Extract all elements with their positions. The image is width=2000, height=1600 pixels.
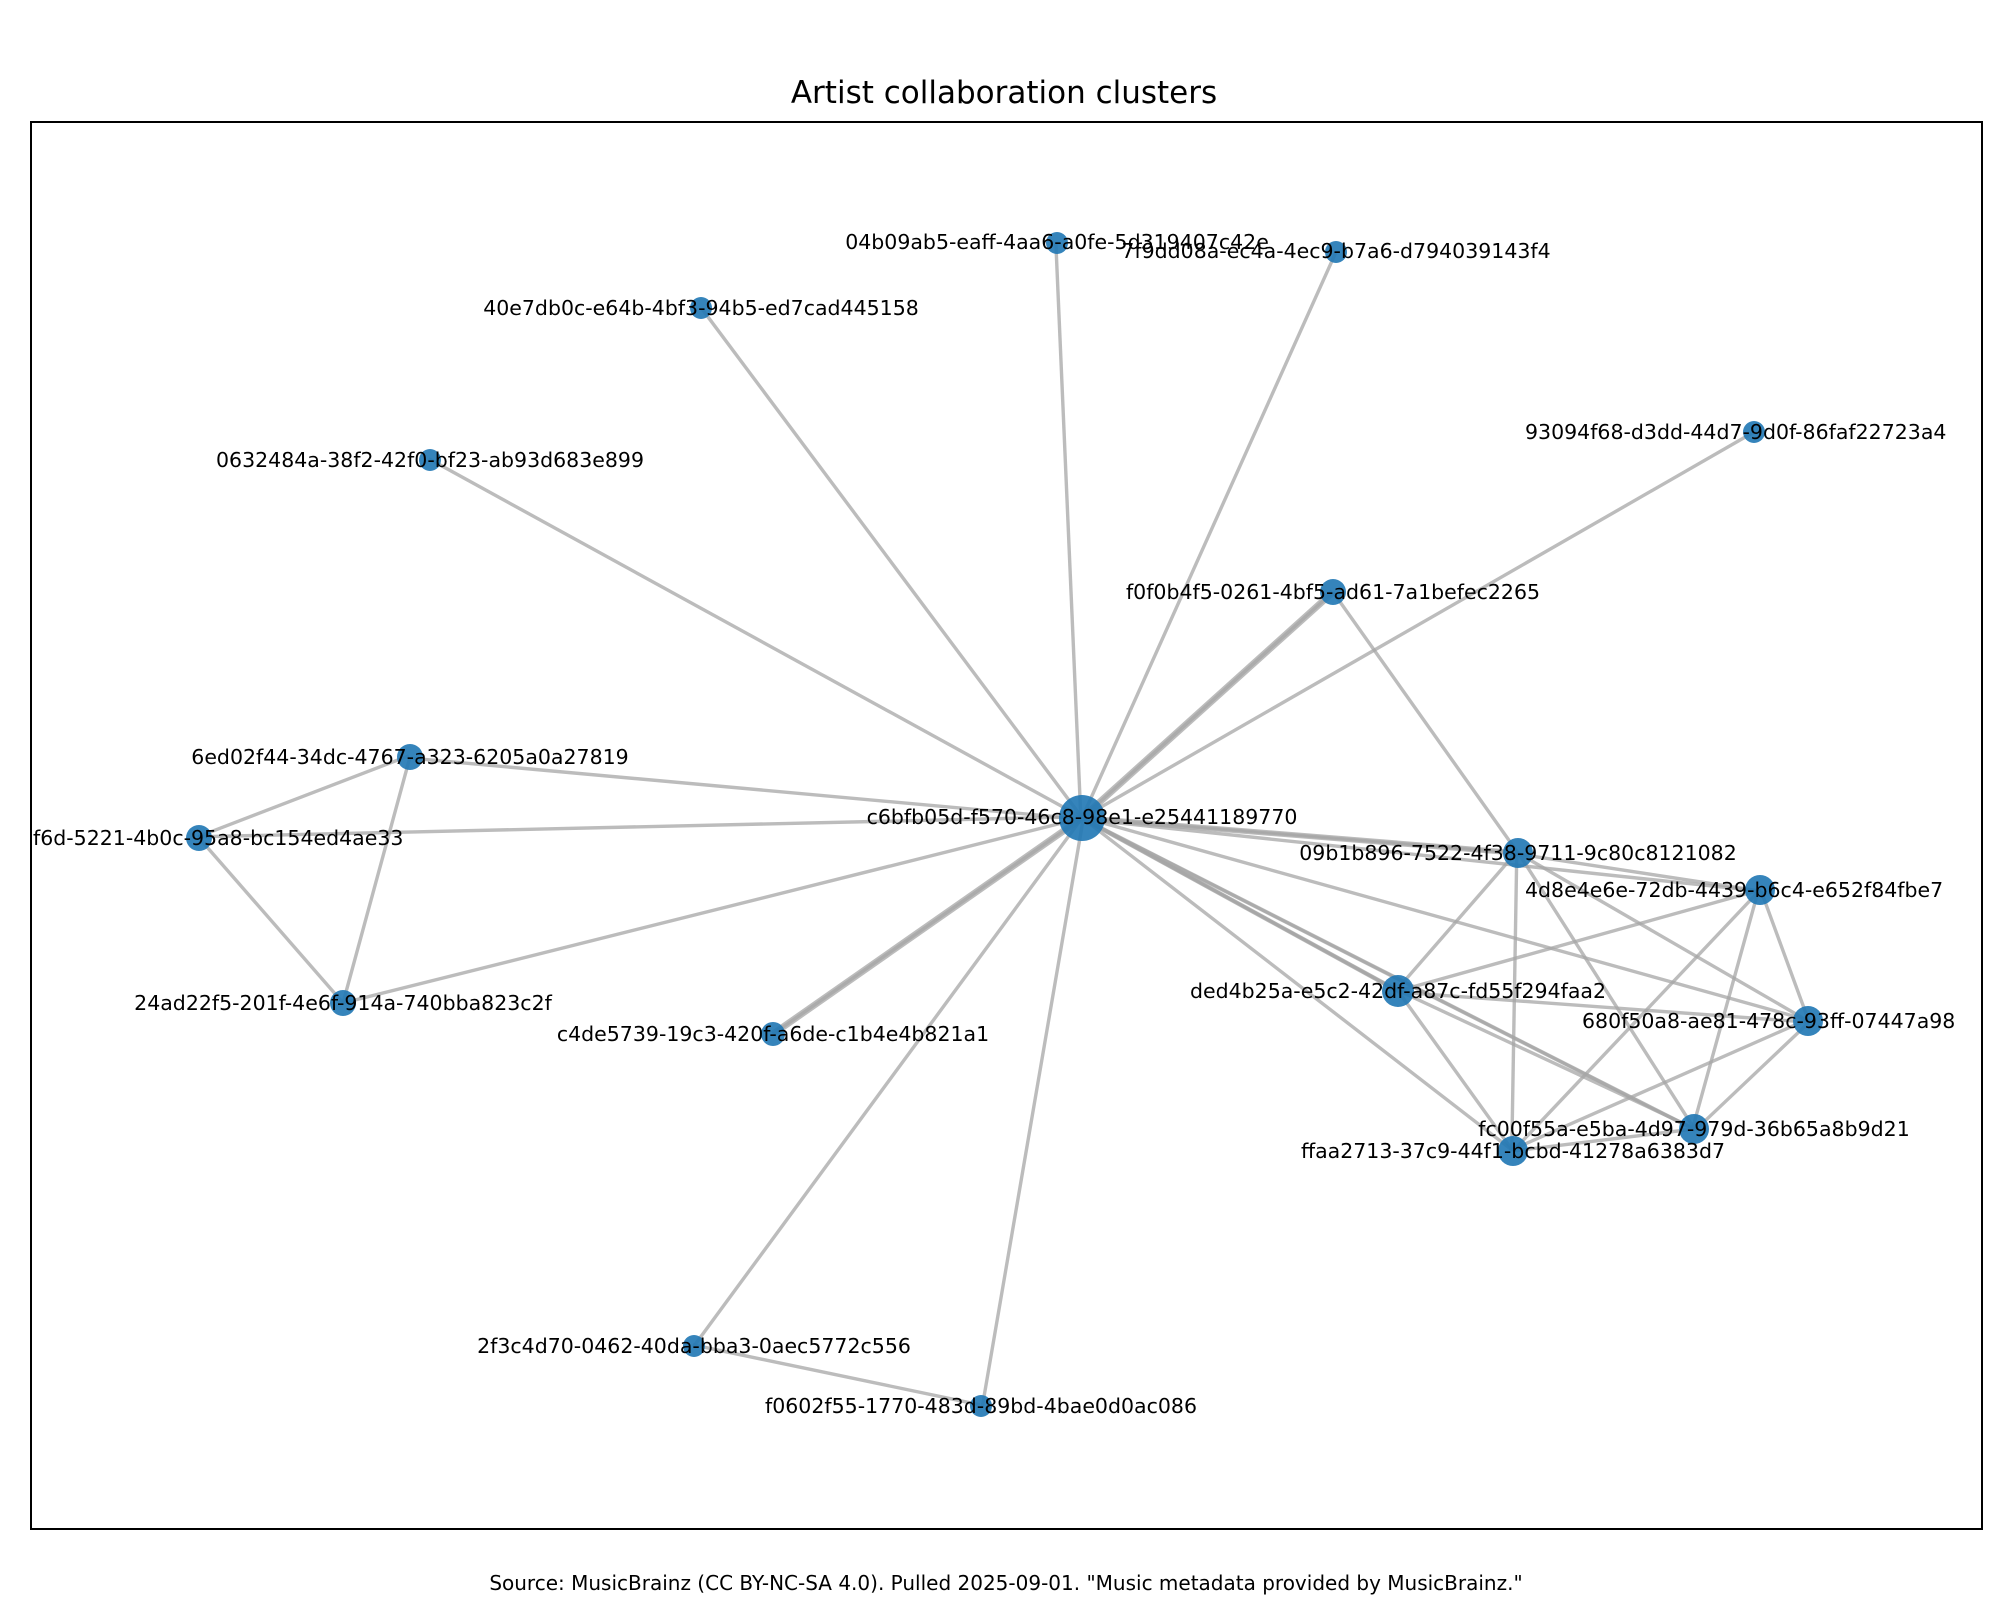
graph-node [419,449,441,471]
graph-edge [1517,853,1697,1132]
graph-edge [1694,1020,1811,1132]
node-label: c6bfb05d-f570-46c8-98e1-e25441189770 [867,805,1298,829]
graph-edge [197,754,410,839]
edge-layer [197,241,1811,1408]
graph-edge [1081,816,1519,855]
node-label: f0602f55-1770-483d-89bd-4bae0d0ac086 [765,1394,1197,1418]
graph-edge [1080,251,1338,819]
graph-node [1503,838,1533,868]
graph-edge [197,815,1081,839]
node-label: ffaa2713-37c9-44f1-bcbd-41278a6383d7 [1301,1139,1725,1163]
label-layer: c6bfb05d-f570-46c8-98e1-e25441189770 04b0… [33,230,1955,1418]
graph-edge [1082,817,1401,994]
node-label: ded4b25a-e5c2-42df-a87c-fd55f294faa2 [1190,979,1606,1003]
graph-edge [411,756,1084,821]
node-label: 40e7db0c-e64b-4bf3-94b5-ed7cad445158 [483,296,919,320]
graph-edge [1395,850,1519,991]
graph-edge [1691,888,1761,1129]
graph-edge [1396,990,1515,1152]
node-label: c4de5739-19c3-420f-a6de-c1b4e4b821a1 [557,1022,989,1046]
graph-node [761,1022,785,1046]
graph-edge [1082,817,1696,1132]
graph-edge [1080,815,1808,1022]
graph-node [970,1395,992,1417]
graph-node [1679,1114,1709,1144]
node-label: 0632484a-38f2-42f0-bf23-ab93d683e899 [216,448,644,472]
graph-edge [1083,817,1762,893]
graph-edge [700,308,1085,821]
graph-edge [692,816,1084,1348]
graph-edge [1397,888,1761,993]
node-label: 7f9dd08a-ec4a-4ec9-b7a6-d794039143f4 [1121,239,1550,263]
graph-node [186,825,212,851]
node-label: 09b1b896-7522-4f38-9711-9c80c8121082 [1299,841,1737,865]
graph-edge [342,816,1083,1005]
graph-edge [1517,851,1809,1023]
node-label: 6ed02f44-34dc-4767-a323-6205a0a27819 [191,745,628,769]
graph-edge [692,1343,981,1407]
graph-edge [1512,1127,1695,1153]
graph-node [397,744,423,770]
graph-edge [1054,241,1083,817]
graph-node [330,990,356,1016]
graph-edge [1511,888,1762,1153]
graph-node [690,297,712,319]
node-label: 04b09ab5-eaff-4aa6-a0fe-5d319407c42e [845,230,1269,254]
graph-node [1745,875,1775,905]
node-label: 680f50a8-ae81-478c-93ff-07447a98 [1582,1009,1955,1033]
graph-edge [1331,591,1520,854]
node-label: 4d8e4e6e-72db-4439-b6c4-e652f84fbe7 [1525,878,1943,902]
node-label: 93094f68-d3dd-44d7-9d0f-86faf22723a4 [1525,420,1946,444]
graph-edge [341,756,412,1004]
graph-edge [1759,890,1811,1023]
graph-node [1498,1136,1528,1166]
node-label: fc00f55a-e5ba-4d97-979d-36b65a8b9d21 [1478,1117,1909,1141]
graph-node [683,1335,705,1357]
graph-edge [980,818,1085,1408]
graph-edge [1080,590,1335,820]
graph-edge [1399,990,1810,1024]
graph-node [1325,241,1347,263]
graph-node [1046,232,1068,254]
node-layer [186,232,1823,1417]
graph-edge [772,816,1083,1036]
graph-edge [1079,815,1513,1152]
source-caption: Source: MusicBrainz (CC BY-NC-SA 4.0). P… [489,1571,1522,1595]
node-label: f6d-5221-4b0c-95a8-bc154ed4ae33 [33,826,403,850]
graph-edge [1081,430,1755,820]
graph-edge [198,838,346,1006]
graph-node [1059,795,1105,841]
graph-edge [427,457,1082,819]
chart-title: Artist collaboration clusters [791,75,1217,111]
graph-edge [1518,852,1762,893]
graph-node [1320,579,1346,605]
node-label: 24ad22f5-201f-4e6f-914a-740bba823c2f [134,991,552,1015]
node-label: f0f0b4f5-0261-4bf5-ad61-7a1befec2265 [1126,580,1540,604]
graph-node [1743,421,1765,443]
graph-node [1382,975,1414,1007]
plot-frame [30,121,1983,1530]
node-label: 2f3c4d70-0462-40da-bba3-0aec5772c556 [477,1334,911,1358]
graph-edge [1511,1018,1808,1152]
graph-node [1793,1006,1823,1036]
graph-edge [1396,988,1694,1130]
